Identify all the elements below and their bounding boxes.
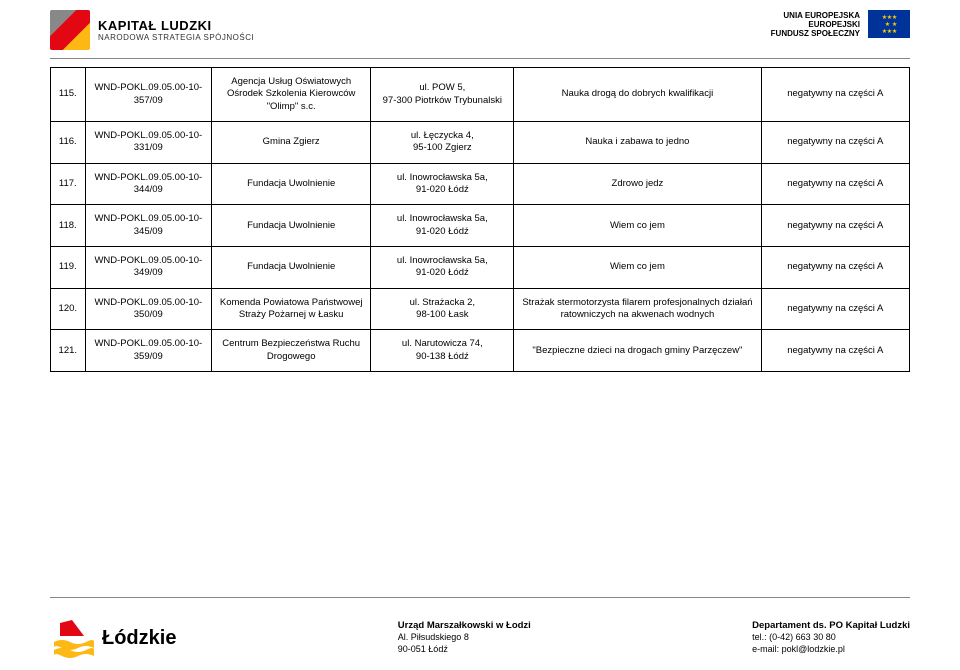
organization: Komenda Powiatowa Państwowej Straży Poża… <box>212 288 371 330</box>
footer-mid: Urząd Marszałkowski w Łodzi Al. Piłsudsk… <box>398 620 531 656</box>
organization: Centrum Bezpieczeństwa Ruchu Drogowego <box>212 330 371 372</box>
address: ul. Łęczycka 4, 95-100 Zgierz <box>371 122 514 164</box>
result: negatywny na części A <box>761 68 909 122</box>
footer-divider <box>50 597 910 598</box>
address: ul. Strażacka 2, 98-100 Łask <box>371 288 514 330</box>
result: negatywny na części A <box>761 288 909 330</box>
organization: Gmina Zgierz <box>212 122 371 164</box>
row-number: 120. <box>51 288 86 330</box>
address: ul. Inowrocławska 5a, 91-020 Łódź <box>371 247 514 289</box>
footer-mid-addr2: 90-051 Łódź <box>398 644 531 656</box>
header-left: KAPITAŁ LUDZKI NARODOWA STRATEGIA SPÓJNO… <box>50 10 254 50</box>
project-code: WND-POKL.09.05.00-10-350/09 <box>85 288 211 330</box>
footer-right-email: e-mail: pokl@lodzkie.pl <box>752 644 910 656</box>
footer-mid-addr1: Al. Piłsudskiego 8 <box>398 632 531 644</box>
data-table: 115.WND-POKL.09.05.00-10-357/09Agencja U… <box>50 67 910 372</box>
kl-title: KAPITAŁ LUDZKI <box>98 18 254 33</box>
eu-flag-icon: ★ ★ ★★ ★★ ★ ★ <box>868 10 910 38</box>
footer-right-title: Departament ds. PO Kapitał Ludzki <box>752 620 910 632</box>
kapital-ludzki-icon <box>50 10 90 50</box>
eu-line1: UNIA EUROPEJSKA <box>771 11 860 20</box>
project-code: WND-POKL.09.05.00-10-345/09 <box>85 205 211 247</box>
table-row: 121.WND-POKL.09.05.00-10-359/09Centrum B… <box>51 330 910 372</box>
project-code: WND-POKL.09.05.00-10-357/09 <box>85 68 211 122</box>
kl-subtitle: NARODOWA STRATEGIA SPÓJNOŚCI <box>98 33 254 42</box>
result: negatywny na części A <box>761 330 909 372</box>
lodzkie-logo-icon <box>50 618 94 658</box>
result: negatywny na części A <box>761 247 909 289</box>
address: ul. Inowrocławska 5a, 91-020 Łódź <box>371 163 514 205</box>
eu-stars: ★ ★ ★★ ★★ ★ ★ <box>882 14 896 35</box>
table-row: 117.WND-POKL.09.05.00-10-344/09Fundacja … <box>51 163 910 205</box>
project-code: WND-POKL.09.05.00-10-331/09 <box>85 122 211 164</box>
eu-line3: FUNDUSZ SPOŁECZNY <box>771 29 860 38</box>
project-title: Nauka i zabawa to jedno <box>514 122 761 164</box>
table-row: 120.WND-POKL.09.05.00-10-350/09Komenda P… <box>51 288 910 330</box>
result: negatywny na części A <box>761 205 909 247</box>
kapital-ludzki-text: KAPITAŁ LUDZKI NARODOWA STRATEGIA SPÓJNO… <box>98 18 254 42</box>
result: negatywny na części A <box>761 122 909 164</box>
page-header: KAPITAŁ LUDZKI NARODOWA STRATEGIA SPÓJNO… <box>0 0 960 58</box>
eu-text: UNIA EUROPEJSKA EUROPEJSKI FUNDUSZ SPOŁE… <box>771 11 860 38</box>
address: ul. Inowrocławska 5a, 91-020 Łódź <box>371 205 514 247</box>
project-title: Wiem co jem <box>514 247 761 289</box>
table-row: 118.WND-POKL.09.05.00-10-345/09Fundacja … <box>51 205 910 247</box>
lodzkie-label: Łódzkie <box>102 627 176 650</box>
row-number: 118. <box>51 205 86 247</box>
organization: Fundacja Uwolnienie <box>212 205 371 247</box>
organization: Fundacja Uwolnienie <box>212 247 371 289</box>
table-row: 119.WND-POKL.09.05.00-10-349/09Fundacja … <box>51 247 910 289</box>
header-right: UNIA EUROPEJSKA EUROPEJSKI FUNDUSZ SPOŁE… <box>771 10 910 38</box>
header-divider <box>50 58 910 59</box>
project-title: "Bezpieczne dzieci na drogach gminy Parz… <box>514 330 761 372</box>
table-row: 115.WND-POKL.09.05.00-10-357/09Agencja U… <box>51 68 910 122</box>
footer-left: Łódzkie <box>50 618 176 658</box>
project-code: WND-POKL.09.05.00-10-344/09 <box>85 163 211 205</box>
footer-mid-title: Urząd Marszałkowski w Łodzi <box>398 620 531 632</box>
address: ul. Narutowicza 74, 90-138 Łódź <box>371 330 514 372</box>
result: negatywny na części A <box>761 163 909 205</box>
row-number: 116. <box>51 122 86 164</box>
footer-right: Departament ds. PO Kapitał Ludzki tel.: … <box>752 620 910 656</box>
page-footer: Łódzkie Urząd Marszałkowski w Łodzi Al. … <box>0 608 960 670</box>
table-row: 116.WND-POKL.09.05.00-10-331/09Gmina Zgi… <box>51 122 910 164</box>
project-title: Zdrowo jedz <box>514 163 761 205</box>
table-container: 115.WND-POKL.09.05.00-10-357/09Agencja U… <box>0 67 960 372</box>
project-code: WND-POKL.09.05.00-10-359/09 <box>85 330 211 372</box>
project-title: Nauka drogą do dobrych kwalifikacji <box>514 68 761 122</box>
row-number: 115. <box>51 68 86 122</box>
footer-right-tel: tel.: (0-42) 663 30 80 <box>752 632 910 644</box>
row-number: 117. <box>51 163 86 205</box>
project-code: WND-POKL.09.05.00-10-349/09 <box>85 247 211 289</box>
organization: Agencja Usług Oświatowych Ośrodek Szkole… <box>212 68 371 122</box>
organization: Fundacja Uwolnienie <box>212 163 371 205</box>
project-title: Wiem co jem <box>514 205 761 247</box>
row-number: 119. <box>51 247 86 289</box>
project-title: Strażak stermotorzysta filarem profesjon… <box>514 288 761 330</box>
address: ul. POW 5, 97-300 Piotrków Trybunalski <box>371 68 514 122</box>
row-number: 121. <box>51 330 86 372</box>
eu-line2: EUROPEJSKI <box>771 20 860 29</box>
